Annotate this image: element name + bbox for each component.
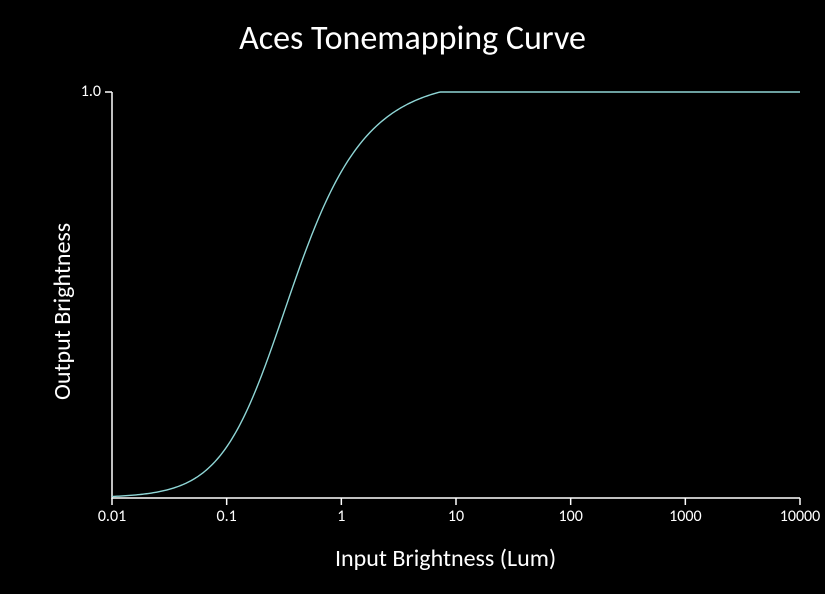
x-tick-label: 100 — [541, 507, 601, 526]
x-tick-label: 1000 — [655, 507, 715, 526]
x-tick-label: 1 — [311, 507, 371, 526]
tonemapping-curve — [112, 92, 800, 496]
chart-container: Aces Tonemapping Curve Output Brightness… — [0, 0, 825, 594]
x-tick-label: 10 — [426, 507, 486, 526]
plot-svg — [0, 0, 825, 594]
y-tick-label: 1.0 — [81, 82, 101, 101]
axis-lines — [112, 92, 800, 498]
x-tick-label: 10000 — [770, 507, 825, 526]
x-tick-label: 0.1 — [197, 507, 257, 526]
x-tick-label: 0.01 — [82, 507, 142, 526]
